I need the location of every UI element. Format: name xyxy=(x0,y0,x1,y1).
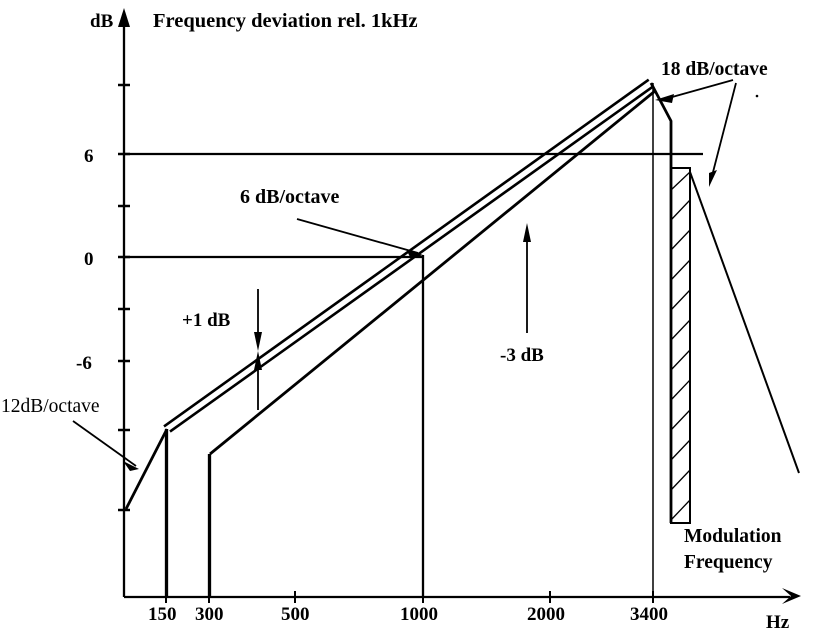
svg-text:+1 dB: +1 dB xyxy=(182,310,231,331)
svg-text:150: 150 xyxy=(148,604,177,625)
svg-text:3400: 3400 xyxy=(630,604,668,625)
svg-text:12dB/octave: 12dB/octave xyxy=(1,396,100,417)
svg-text:0: 0 xyxy=(84,249,94,270)
svg-text:Frequency: Frequency xyxy=(684,552,773,573)
svg-text:Modulation: Modulation xyxy=(684,526,782,547)
svg-text:Hz: Hz xyxy=(766,612,790,633)
svg-text:6 dB/octave: 6 dB/octave xyxy=(240,186,340,208)
svg-text:500: 500 xyxy=(281,604,310,625)
svg-text:-6: -6 xyxy=(76,353,92,374)
svg-text:2000: 2000 xyxy=(527,604,565,625)
svg-text:Frequency deviation rel. 1kHz: Frequency deviation rel. 1kHz xyxy=(153,10,418,32)
svg-text:6: 6 xyxy=(84,146,94,167)
svg-text:-3 dB: -3 dB xyxy=(500,345,544,366)
svg-text:18 dB/octave: 18 dB/octave xyxy=(661,59,768,80)
svg-text:300: 300 xyxy=(195,604,224,625)
svg-text:1000: 1000 xyxy=(400,604,438,625)
svg-text:dB: dB xyxy=(90,11,114,32)
